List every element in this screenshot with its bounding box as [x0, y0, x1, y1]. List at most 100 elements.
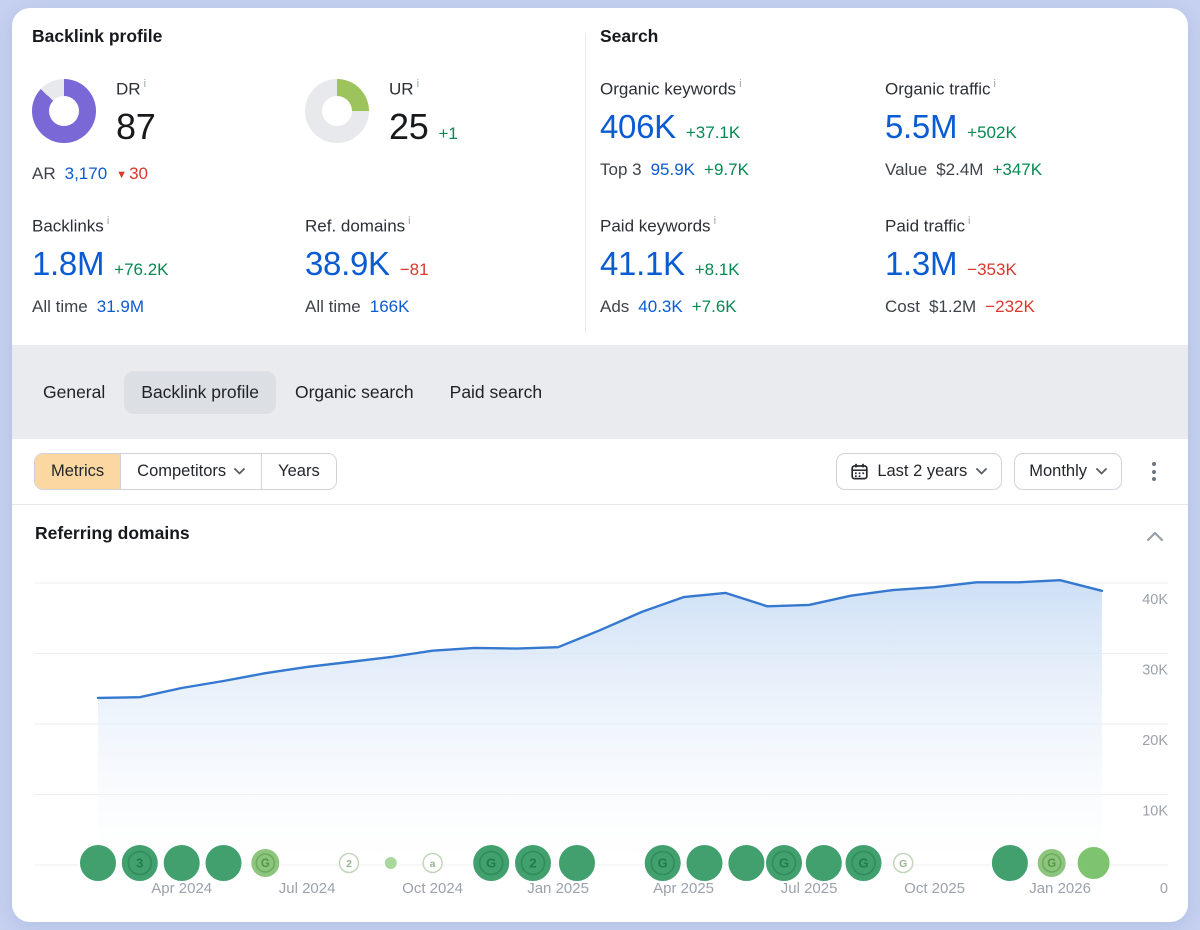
svg-text:a: a [430, 858, 436, 870]
svg-text:2: 2 [346, 858, 352, 870]
ar-label: AR [32, 163, 56, 183]
cost-label: Cost [885, 296, 920, 316]
date-range-label: Last 2 years [877, 462, 968, 480]
google-update-marker[interactable] [990, 844, 1029, 882]
info-icon[interactable]: i [416, 78, 420, 90]
info-icon[interactable]: i [968, 215, 971, 227]
ads-value[interactable]: 40.3K [638, 296, 683, 316]
x-axis-label: Oct 2024 [402, 880, 463, 897]
google-update-marker[interactable]: G [643, 844, 682, 882]
ar-value[interactable]: 3,170 [64, 163, 108, 183]
google-update-marker[interactable]: G [892, 852, 914, 874]
organic-keywords-label: Organic keywords [600, 79, 737, 99]
x-axis-label: Oct 2025 [904, 880, 965, 897]
view-mode-segmented-control: Metrics Competitors Years [34, 453, 337, 490]
google-update-marker[interactable] [383, 856, 398, 870]
svg-text:G: G [1047, 858, 1056, 870]
metric-ur: UR i 25 +1 [305, 78, 585, 216]
info-icon[interactable]: i [739, 78, 742, 90]
tab-paid-search[interactable]: Paid search [449, 381, 543, 402]
backlinks-value[interactable]: 1.8M [32, 244, 105, 282]
section-divider [585, 34, 586, 333]
alltime-value[interactable]: 166K [369, 296, 410, 316]
google-update-marker[interactable] [1076, 846, 1111, 880]
triangle-down-icon: ▼ [116, 168, 128, 181]
x-axis-label: Apr 2025 [653, 880, 714, 897]
metric-dr: DR i 87 AR 3,170 ▼ 30 [32, 78, 305, 216]
google-update-marker[interactable]: 2 [338, 852, 360, 874]
google-update-marker[interactable]: G [765, 844, 803, 882]
referring-domains-card: Referring domains 40K 30K 20K 10K 0 Apr 2024 J… [12, 505, 1188, 922]
svg-text:G: G [858, 856, 868, 871]
collapse-section-button[interactable] [1146, 529, 1164, 547]
backlink-profile-title: Backlink profile [32, 26, 163, 46]
organic-traffic-delta: +502K [967, 122, 1017, 142]
x-axis-label: Jul 2025 [781, 880, 838, 897]
organic-keywords-value[interactable]: 406K [600, 107, 676, 145]
alltime-label: All time [32, 296, 88, 316]
paid-traffic-value[interactable]: 1.3M [885, 244, 958, 282]
cost-amount: $1.2M [928, 296, 977, 316]
organic-traffic-label: Organic traffic [885, 79, 991, 99]
granularity-button[interactable]: Monthly [1014, 453, 1122, 490]
google-update-marker[interactable]: a [422, 852, 443, 874]
info-icon[interactable]: i [993, 78, 996, 90]
x-axis-label: Jan 2025 [527, 880, 589, 897]
google-update-marker[interactable]: G [250, 848, 281, 878]
google-update-marker[interactable] [79, 844, 117, 882]
report-tabbar: General Backlink profile Organic search … [12, 345, 1188, 439]
tab-organic-search[interactable]: Organic search [294, 381, 414, 402]
referring-domains-area [98, 580, 1102, 865]
organic-keywords-delta: +37.1K [685, 122, 741, 142]
metric-organic-traffic: Organic traffic i 5.5M +502K Value $2.4M +34… [885, 78, 1043, 179]
date-range-button[interactable]: Last 2 years [836, 453, 1003, 490]
info-icon[interactable]: i [408, 215, 411, 227]
google-update-marker[interactable] [162, 844, 201, 882]
organic-traffic-value[interactable]: 5.5M [885, 107, 958, 145]
google-update-marker[interactable]: G [1036, 848, 1067, 878]
more-options-kebab-menu[interactable] [1142, 457, 1166, 487]
metric-paid-keywords: Paid keywords i 41.1K +8.1K Ads 40.3K +7.6K [600, 215, 740, 316]
google-update-marker[interactable]: 3 [120, 844, 159, 882]
paid-keywords-value[interactable]: 41.1K [600, 244, 685, 282]
tab-backlink-profile[interactable]: Backlink profile [124, 370, 276, 414]
alltime-label: All time [305, 296, 361, 316]
google-update-marker[interactable] [685, 844, 724, 882]
chevron-down-icon [976, 468, 988, 475]
google-update-marker[interactable] [558, 844, 596, 882]
paid-traffic-label: Paid traffic [885, 216, 966, 236]
google-update-marker[interactable]: G [844, 844, 883, 882]
google-update-marker[interactable]: 2 [514, 844, 552, 882]
value-amount: $2.4M [936, 159, 984, 179]
referring-domains-title: Referring domains [35, 523, 190, 543]
info-icon[interactable]: i [713, 215, 717, 227]
tab-general[interactable]: General [43, 381, 106, 402]
svg-text:2: 2 [529, 856, 536, 871]
ref-domains-label: Ref. domains [305, 216, 406, 236]
chevron-up-icon [1146, 531, 1164, 542]
competitors-button[interactable]: Competitors [120, 454, 262, 489]
ar-row: AR 3,170 ▼ 30 [32, 164, 305, 184]
search-section: Search Organic keywords i 406K +37.1K Top … [585, 8, 1188, 345]
chevron-down-icon [1096, 468, 1107, 475]
referring-domains-chart[interactable]: 40K 30K 20K 10K 0 Apr 2024 Jul 2024 Oct 2024 Jan… [12, 505, 1188, 922]
google-update-marker[interactable] [804, 844, 843, 882]
google-update-marker[interactable] [204, 844, 243, 882]
top3-value[interactable]: 95.9K [650, 159, 696, 179]
metric-paid-traffic: Paid traffic i 1.3M −353K Cost $1.2M −232K [885, 215, 1035, 316]
metrics-button[interactable]: Metrics [35, 454, 121, 489]
alltime-value[interactable]: 31.9M [96, 296, 144, 316]
years-button[interactable]: Years [261, 454, 336, 489]
info-icon[interactable]: i [143, 78, 147, 90]
ads-label: Ads [600, 296, 630, 316]
metric-organic-keywords: Organic keywords i 406K +37.1K Top 3 95.9K +… [600, 78, 749, 179]
search-title: Search [600, 26, 659, 46]
google-update-marker[interactable] [727, 844, 766, 882]
info-icon[interactable]: i [106, 215, 110, 227]
ref-domains-value[interactable]: 38.9K [305, 244, 390, 282]
dr-value: 87 [116, 105, 156, 147]
ur-donut-chart [305, 79, 369, 143]
svg-text:G: G [658, 856, 668, 871]
svg-text:G: G [779, 856, 789, 871]
google-update-marker[interactable]: G [472, 844, 511, 882]
